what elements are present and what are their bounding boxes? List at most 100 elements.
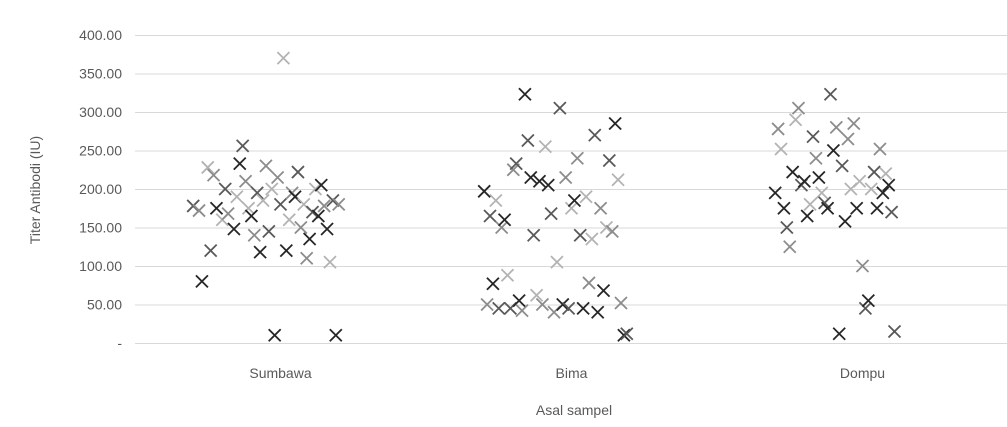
data-point — [244, 209, 259, 223]
data-point — [512, 294, 526, 308]
data-point — [570, 151, 584, 165]
data-point — [815, 186, 829, 200]
data-point — [602, 153, 616, 168]
data-point — [882, 178, 896, 192]
y-tick-label: 200.00 — [79, 181, 122, 197]
data-point — [573, 228, 587, 242]
data-point — [236, 139, 250, 153]
data-point — [855, 259, 870, 273]
data-point — [820, 201, 835, 215]
data-point — [838, 214, 852, 228]
data-point — [489, 193, 503, 208]
x-tick-label: Sumbawa — [249, 365, 311, 381]
data-point — [230, 190, 244, 204]
data-point — [515, 304, 529, 318]
data-point — [300, 251, 314, 265]
data-point — [879, 166, 893, 181]
data-point — [273, 197, 288, 212]
data-point — [835, 159, 849, 173]
data-point — [861, 294, 875, 308]
data-point — [858, 301, 873, 315]
data-point — [332, 197, 346, 212]
data-point — [524, 170, 538, 185]
data-point — [532, 174, 547, 188]
data-point — [527, 228, 541, 242]
y-tick-label: 400.00 — [79, 27, 122, 43]
x-tick-label: Dompu — [840, 365, 885, 381]
data-point — [521, 133, 535, 148]
data-point — [201, 160, 215, 175]
data-point — [326, 193, 340, 208]
data-point — [314, 178, 328, 192]
y-tick-label: 100.00 — [79, 258, 122, 274]
data-point — [593, 201, 608, 215]
data-point — [617, 328, 631, 342]
data-point — [780, 220, 794, 235]
data-point — [608, 116, 622, 131]
data-point — [209, 201, 224, 215]
data-point — [564, 201, 579, 215]
data-point — [809, 151, 823, 165]
data-point — [227, 222, 241, 236]
data-point — [308, 182, 323, 196]
y-tick-label: 350.00 — [79, 66, 122, 82]
data-point — [250, 186, 264, 200]
data-point — [195, 274, 209, 289]
data-point — [204, 243, 218, 258]
data-point — [579, 190, 593, 204]
x-axis-title: Asal sampel — [536, 402, 612, 418]
data-point — [826, 143, 841, 158]
data-point — [276, 51, 291, 65]
y-tick-label: - — [117, 335, 122, 351]
data-points — [186, 51, 902, 342]
data-point — [847, 116, 861, 131]
data-point — [611, 173, 625, 187]
data-point — [192, 203, 206, 218]
data-point — [270, 170, 285, 185]
data-point — [559, 170, 573, 185]
data-point — [497, 213, 512, 227]
data-point — [870, 201, 884, 215]
data-point — [305, 205, 320, 219]
data-point — [599, 220, 614, 235]
data-point — [241, 201, 256, 215]
data-point — [806, 130, 820, 144]
data-point — [509, 156, 523, 171]
data-point — [279, 243, 293, 258]
data-point — [887, 324, 902, 339]
x-tick-label: Bima — [556, 365, 588, 381]
data-point — [535, 297, 550, 312]
data-point — [282, 213, 296, 227]
data-point — [553, 101, 567, 115]
data-point — [294, 220, 308, 235]
data-point — [832, 327, 846, 341]
data-point — [518, 87, 532, 101]
data-point — [550, 255, 564, 269]
data-point — [538, 140, 552, 154]
data-point — [777, 201, 791, 215]
data-point — [262, 224, 276, 238]
data-point — [605, 224, 619, 238]
data-point — [544, 207, 558, 221]
data-point — [247, 228, 261, 242]
data-point — [495, 220, 509, 235]
data-point — [864, 182, 878, 196]
data-point — [812, 170, 826, 185]
data-point — [268, 328, 282, 342]
data-point — [803, 197, 817, 212]
y-axis-title: Titer Antibodi (IU) — [27, 136, 43, 244]
data-point — [867, 165, 881, 179]
data-point — [614, 296, 628, 310]
data-point — [529, 288, 544, 302]
data-point — [567, 193, 582, 208]
data-point — [561, 301, 576, 315]
data-point — [876, 186, 890, 200]
data-point — [238, 174, 253, 188]
data-point — [786, 165, 800, 179]
x-axis-ticks: Sumbawa Bima Dompu — [249, 365, 885, 381]
y-tick-label: 250.00 — [79, 143, 122, 159]
data-point — [585, 232, 599, 246]
data-point — [265, 182, 279, 196]
